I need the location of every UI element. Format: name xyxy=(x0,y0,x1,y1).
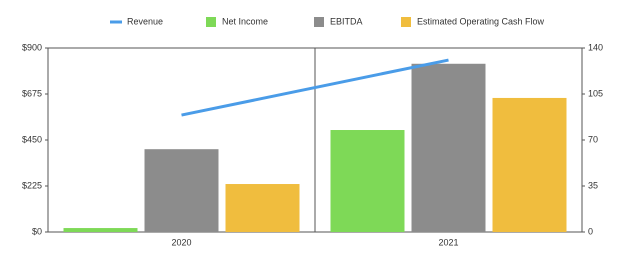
y-tick-label: $450 xyxy=(22,134,42,144)
bar xyxy=(492,97,567,232)
x-tick-label: 2020 xyxy=(171,237,191,247)
y-tick-label: $225 xyxy=(22,180,42,190)
y-tick-label: $675 xyxy=(22,88,42,98)
bar xyxy=(63,228,138,232)
legend-marker xyxy=(314,17,324,27)
y-tick-label: $900 xyxy=(22,42,42,52)
legend-label: Revenue xyxy=(127,16,163,26)
bar xyxy=(225,184,300,232)
y2-tick-label: 0 xyxy=(588,226,593,236)
legend-marker xyxy=(206,17,216,27)
y2-tick-label: 105 xyxy=(588,88,603,98)
legend-label: Net Income xyxy=(222,16,268,26)
y-tick-label: $0 xyxy=(32,226,42,236)
legend-label: EBITDA xyxy=(330,16,363,26)
legend-marker xyxy=(401,17,411,27)
y2-tick-label: 35 xyxy=(588,180,598,190)
legend-label: Estimated Operating Cash Flow xyxy=(417,16,545,26)
y2-tick-label: 70 xyxy=(588,134,598,144)
x-tick-label: 2021 xyxy=(438,237,458,247)
y2-tick-label: 140 xyxy=(588,42,603,52)
bar xyxy=(411,63,486,233)
line xyxy=(181,58,449,117)
bar xyxy=(144,149,219,232)
bar xyxy=(330,130,405,232)
